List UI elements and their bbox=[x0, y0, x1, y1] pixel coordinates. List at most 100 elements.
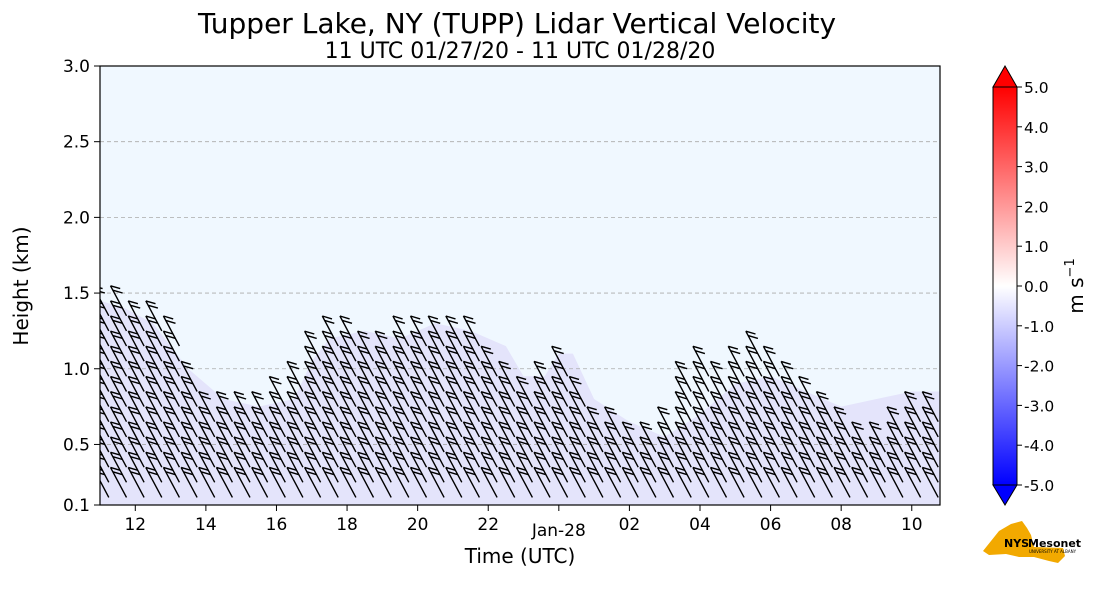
wind-barb bbox=[815, 391, 834, 423]
wind-barb bbox=[745, 466, 763, 498]
wind-barb bbox=[321, 466, 339, 498]
wind-barb bbox=[727, 406, 745, 438]
wind-barb bbox=[833, 451, 851, 483]
wind-barb bbox=[462, 466, 481, 498]
wind-barb bbox=[286, 391, 304, 423]
wind-barb bbox=[498, 406, 516, 438]
wind-barb bbox=[886, 466, 904, 498]
wind-barb bbox=[162, 451, 181, 483]
wind-barb bbox=[162, 391, 181, 423]
x-tick-label: 02 bbox=[619, 515, 641, 535]
wind-barb bbox=[339, 315, 357, 347]
wind-barb bbox=[833, 421, 851, 453]
wind-barb bbox=[674, 436, 692, 468]
wind-barb bbox=[780, 451, 798, 483]
wind-barb bbox=[533, 406, 551, 438]
wind-barb bbox=[233, 391, 251, 423]
wind-barb bbox=[145, 421, 163, 453]
wind-barb bbox=[162, 421, 181, 453]
wind-barb bbox=[374, 391, 392, 423]
chart-subtitle: 11 UTC 01/27/20 - 11 UTC 01/28/20 bbox=[325, 39, 716, 64]
wind-barb bbox=[833, 406, 851, 438]
wind-barb bbox=[127, 315, 145, 347]
wind-barb bbox=[215, 406, 234, 438]
y-tick-label: 0.5 bbox=[63, 435, 90, 455]
wind-barb bbox=[321, 391, 339, 423]
wind-barb bbox=[780, 391, 798, 423]
wind-barb bbox=[445, 330, 463, 362]
wind-barb bbox=[815, 451, 834, 483]
wind-barb bbox=[321, 375, 339, 407]
wind-barb bbox=[498, 375, 516, 407]
wind-barb bbox=[409, 391, 428, 423]
nys-mesonet-logo: NYS Mesonet UNIVERSITY AT ALBANY bbox=[983, 521, 1081, 563]
wind-barb bbox=[321, 421, 339, 453]
wind-barb bbox=[621, 451, 639, 483]
colorbar-ticks: 5.0 4.0 3.0 2.0 1.0 0.0 -1.0 -2.0 -3.0 -4.0 -5.0 bbox=[1017, 79, 1054, 495]
wind-barb bbox=[815, 466, 834, 498]
wind-barb bbox=[180, 391, 198, 423]
wind-barb bbox=[727, 436, 745, 468]
wind-barb bbox=[692, 451, 710, 483]
wind-barb bbox=[745, 451, 763, 483]
wind-barb bbox=[903, 406, 922, 438]
wind-barb bbox=[127, 421, 145, 453]
wind-barb bbox=[180, 375, 198, 407]
wind-barb bbox=[127, 330, 145, 362]
wind-barb bbox=[674, 451, 692, 483]
colorbar-tick-label: 5.0 bbox=[1024, 79, 1049, 97]
wind-barb bbox=[374, 360, 392, 392]
wind-barb bbox=[445, 406, 463, 438]
colorbar-gradient bbox=[992, 86, 1018, 486]
colorbar-tick-label: 1.0 bbox=[1024, 238, 1049, 256]
wind-barb bbox=[127, 406, 145, 438]
wind-barb bbox=[709, 466, 728, 498]
wind-barb bbox=[798, 406, 816, 438]
wind-barb bbox=[445, 315, 463, 347]
wind-barb bbox=[145, 406, 163, 438]
wind-barb bbox=[392, 406, 410, 438]
wind-barb bbox=[674, 406, 692, 438]
wind-barb bbox=[656, 421, 675, 453]
wind-barb bbox=[109, 451, 128, 483]
wind-barb bbox=[374, 330, 392, 362]
y-axis-label: Height (km) bbox=[9, 226, 33, 345]
wind-barb bbox=[515, 421, 534, 453]
wind-barb bbox=[533, 466, 551, 498]
y-tick-label: 2.5 bbox=[63, 133, 90, 153]
x-tick-label: 12 bbox=[124, 515, 146, 535]
wind-barb bbox=[674, 360, 692, 392]
wind-barb bbox=[215, 436, 234, 468]
wind-barb bbox=[409, 345, 428, 377]
wind-barb bbox=[127, 436, 145, 468]
wind-barb bbox=[268, 421, 286, 453]
colorbar-label: m s−1 bbox=[1063, 258, 1088, 313]
wind-barb bbox=[727, 360, 745, 392]
wind-barb bbox=[745, 345, 763, 377]
colorbar-tick-label: 3.0 bbox=[1024, 159, 1049, 177]
wind-barb bbox=[692, 466, 710, 498]
wind-barb bbox=[762, 345, 781, 377]
wind-barb bbox=[462, 315, 481, 347]
x-tick-label: 06 bbox=[760, 515, 782, 535]
wind-barb bbox=[762, 466, 781, 498]
wind-barb bbox=[409, 315, 428, 347]
wind-barb bbox=[392, 330, 410, 362]
wind-barb bbox=[780, 421, 798, 453]
wind-barb bbox=[851, 436, 869, 468]
wind-barb bbox=[868, 436, 886, 468]
wind-barb bbox=[798, 436, 816, 468]
wind-barb bbox=[180, 451, 198, 483]
colorbar-tick-label: 4.0 bbox=[1024, 119, 1049, 137]
logo-university-text: UNIVERSITY AT ALBANY bbox=[1029, 549, 1077, 554]
wind-barb bbox=[356, 451, 375, 483]
wind-barb bbox=[462, 330, 481, 362]
wind-barb bbox=[745, 421, 763, 453]
wind-barb bbox=[515, 466, 534, 498]
wind-barb bbox=[462, 451, 481, 483]
wind-barb bbox=[568, 421, 586, 453]
x-tick-label: 20 bbox=[407, 515, 429, 535]
wind-barb bbox=[427, 345, 445, 377]
wind-barb bbox=[533, 375, 551, 407]
wind-barb bbox=[374, 421, 392, 453]
